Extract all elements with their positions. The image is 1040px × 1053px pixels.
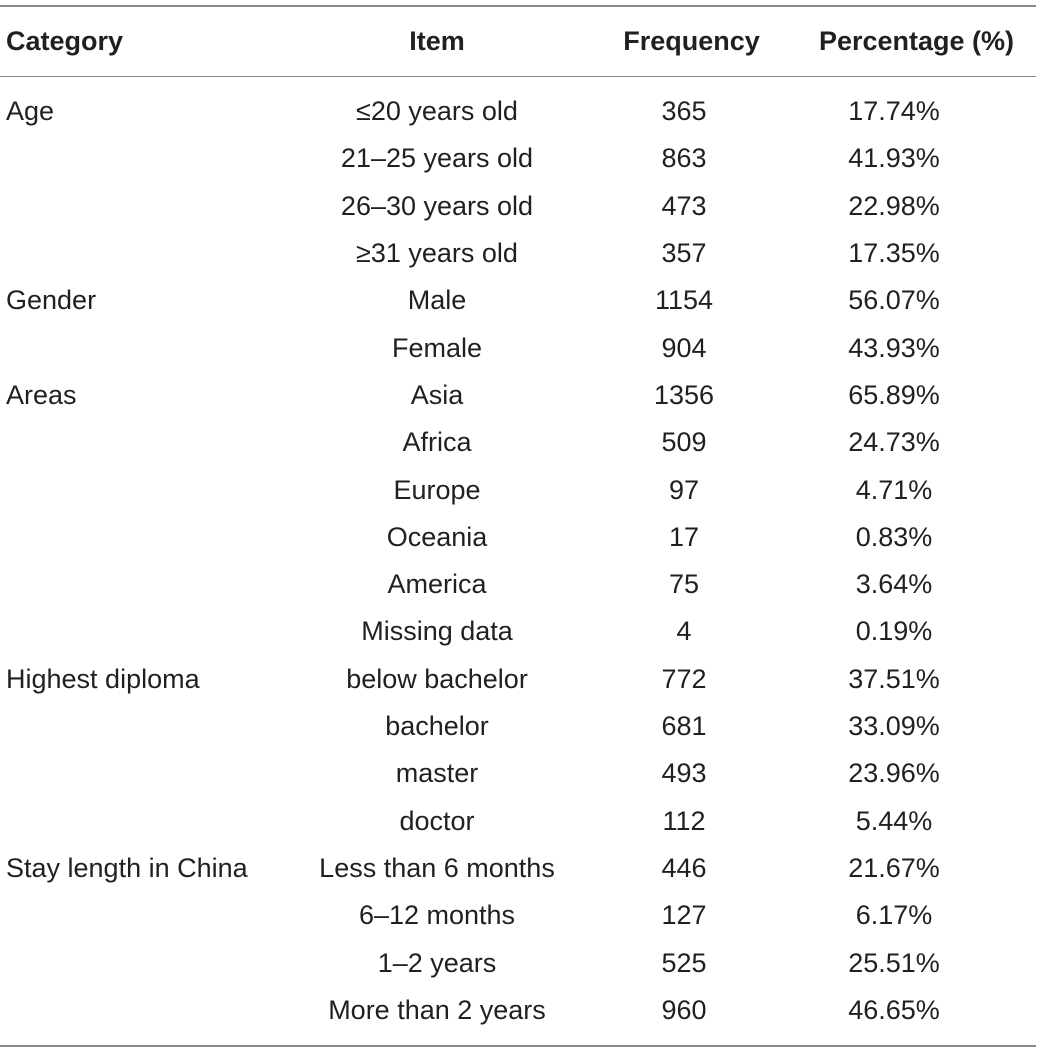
cell-frequency: 75 xyxy=(668,569,700,600)
header-percentage: Percentage (%) xyxy=(818,26,1015,56)
cell-percentage: 6.17% xyxy=(855,900,933,931)
cell-item: 21–25 years old xyxy=(340,143,534,174)
table-row: Areas Asia 1356 65.89% xyxy=(0,372,1040,419)
cell-percentage: 22.98% xyxy=(848,190,940,221)
cell-item: Africa xyxy=(402,427,472,458)
table-row: 1–2 years 525 25.51% xyxy=(0,939,1040,986)
table-row: Oceania 17 0.83% xyxy=(0,514,1040,561)
cell-item: Female xyxy=(391,332,483,363)
cell-percentage: 43.93% xyxy=(848,332,940,363)
cell-percentage: 33.09% xyxy=(848,711,940,742)
table-row: Age ≤20 years old 365 17.74% xyxy=(0,88,1040,135)
table-row: Highest diploma below bachelor 772 37.51% xyxy=(0,656,1040,703)
cell-item: 26–30 years old xyxy=(340,190,534,221)
cell-item: 6–12 months xyxy=(358,900,516,931)
header-item: Item xyxy=(409,26,465,56)
table-bottom-rule xyxy=(0,1045,1036,1047)
table-top-rule xyxy=(0,5,1036,7)
table-row: Stay length in China Less than 6 months 44… xyxy=(0,845,1040,892)
cell-item: Oceania xyxy=(386,521,488,552)
cell-percentage: 17.35% xyxy=(848,238,940,269)
cell-percentage: 25.51% xyxy=(848,947,940,978)
table-row: Female 904 43.93% xyxy=(0,325,1040,372)
cell-item: Asia xyxy=(410,379,464,410)
cell-frequency: 681 xyxy=(661,711,707,742)
cell-percentage: 5.44% xyxy=(855,805,933,836)
cell-frequency: 473 xyxy=(661,190,707,221)
cell-frequency: 493 xyxy=(661,758,707,789)
table-row: bachelor 681 33.09% xyxy=(0,703,1040,750)
table-header-rule xyxy=(0,76,1036,77)
cell-category: Age xyxy=(6,96,55,127)
table-row: America 75 3.64% xyxy=(0,561,1040,608)
cell-frequency: 509 xyxy=(661,427,707,458)
cell-percentage: 37.51% xyxy=(848,663,940,694)
cell-percentage: 56.07% xyxy=(848,285,940,316)
header-category: Category xyxy=(6,26,124,56)
table-header-row: Category Item Frequency Percentage (%) xyxy=(0,7,1040,76)
cell-category: Highest diploma xyxy=(6,663,200,694)
cell-item: doctor xyxy=(399,805,475,836)
cell-frequency: 525 xyxy=(661,947,707,978)
cell-category: Gender xyxy=(6,285,97,316)
cell-percentage: 0.83% xyxy=(855,521,933,552)
header-frequency: Frequency xyxy=(623,26,760,56)
cell-item: master xyxy=(395,758,479,789)
cell-category: Areas xyxy=(6,379,77,410)
cell-frequency: 17 xyxy=(668,521,700,552)
cell-percentage: 65.89% xyxy=(848,379,940,410)
cell-item: Missing data xyxy=(361,616,513,647)
cell-percentage: 3.64% xyxy=(855,569,933,600)
cell-item: Less than 6 months xyxy=(319,852,555,883)
table-row: 26–30 years old 473 22.98% xyxy=(0,183,1040,230)
cell-item: 1–2 years xyxy=(377,947,497,978)
cell-frequency: 960 xyxy=(661,994,707,1025)
table-row: 21–25 years old 863 41.93% xyxy=(0,135,1040,182)
cell-percentage: 23.96% xyxy=(848,758,940,789)
cell-item: More than 2 years xyxy=(328,994,546,1025)
cell-frequency: 863 xyxy=(661,143,707,174)
cell-frequency: 97 xyxy=(668,474,700,505)
cell-percentage: 24.73% xyxy=(848,427,940,458)
cell-item: ≤20 years old xyxy=(356,96,518,127)
table-row: Missing data 4 0.19% xyxy=(0,608,1040,655)
table-row: doctor 112 5.44% xyxy=(0,798,1040,845)
cell-item: Europe xyxy=(393,474,481,505)
cell-percentage: 41.93% xyxy=(848,143,940,174)
cell-frequency: 365 xyxy=(661,96,707,127)
cell-frequency: 1154 xyxy=(654,285,714,316)
cell-item: ≥31 years old xyxy=(356,238,518,269)
table-row: Gender Male 1154 56.07% xyxy=(0,277,1040,324)
cell-frequency: 357 xyxy=(661,238,707,269)
table-row: Europe 97 4.71% xyxy=(0,466,1040,513)
cell-percentage: 0.19% xyxy=(855,616,933,647)
cell-frequency: 112 xyxy=(662,805,706,836)
table-row: master 493 23.96% xyxy=(0,750,1040,797)
cell-percentage: 17.74% xyxy=(848,96,940,127)
table-row: More than 2 years 960 46.65% xyxy=(0,987,1040,1034)
cell-frequency: 127 xyxy=(661,900,707,931)
table-row: 6–12 months 127 6.17% xyxy=(0,892,1040,939)
table-row: ≥31 years old 357 17.35% xyxy=(0,230,1040,277)
table-row: Africa 509 24.73% xyxy=(0,419,1040,466)
cell-category: Stay length in China xyxy=(6,852,248,883)
cell-item: bachelor xyxy=(385,711,489,742)
cell-percentage: 46.65% xyxy=(848,994,940,1025)
cell-frequency: 446 xyxy=(661,852,707,883)
cell-percentage: 21.67% xyxy=(848,852,940,883)
cell-frequency: 772 xyxy=(661,663,707,694)
cell-frequency: 904 xyxy=(661,332,707,363)
cell-item: America xyxy=(387,569,487,600)
cell-item: below bachelor xyxy=(346,663,528,694)
cell-frequency: 1356 xyxy=(653,379,715,410)
cell-percentage: 4.71% xyxy=(855,474,933,505)
cell-item: Male xyxy=(407,285,467,316)
cell-frequency: 4 xyxy=(676,616,692,647)
